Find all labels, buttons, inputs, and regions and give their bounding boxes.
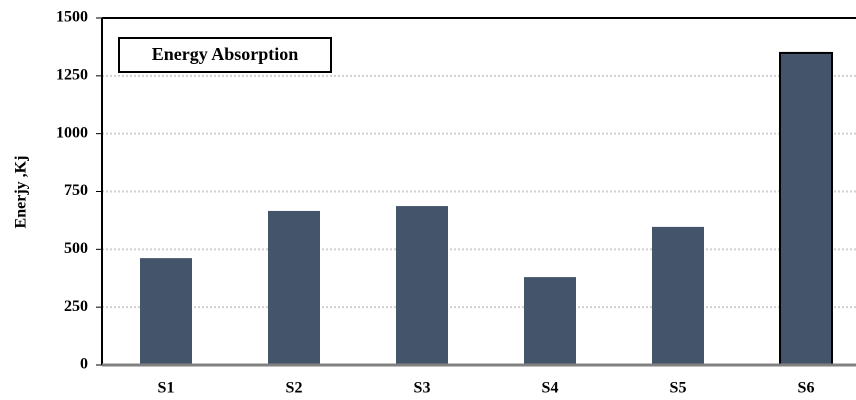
y-tick-label: 1000 [56, 124, 88, 141]
x-tick-label: S6 [798, 380, 815, 397]
y-axis-label: Enerjy ,Kj [13, 156, 30, 229]
bar [524, 277, 576, 365]
bar [268, 210, 320, 365]
y-tick-label: 1500 [56, 9, 88, 26]
y-tick-label: 1250 [56, 67, 88, 84]
x-tick-label: S1 [158, 380, 175, 397]
y-tick-label: 0 [80, 356, 88, 373]
x-tick-label: S3 [414, 380, 431, 397]
x-tick-label: S2 [286, 380, 303, 397]
chart-title: Energy Absorption [152, 44, 299, 64]
y-tick-label: 500 [64, 240, 88, 257]
x-tick-label: S4 [542, 380, 559, 397]
y-tick-label: 250 [64, 298, 88, 315]
x-tick-label: S5 [670, 380, 687, 397]
bar [396, 206, 448, 365]
bar [652, 226, 704, 365]
y-tick-label: 750 [64, 182, 88, 199]
bar [779, 51, 833, 366]
title-box [118, 37, 332, 73]
bar [140, 258, 192, 365]
